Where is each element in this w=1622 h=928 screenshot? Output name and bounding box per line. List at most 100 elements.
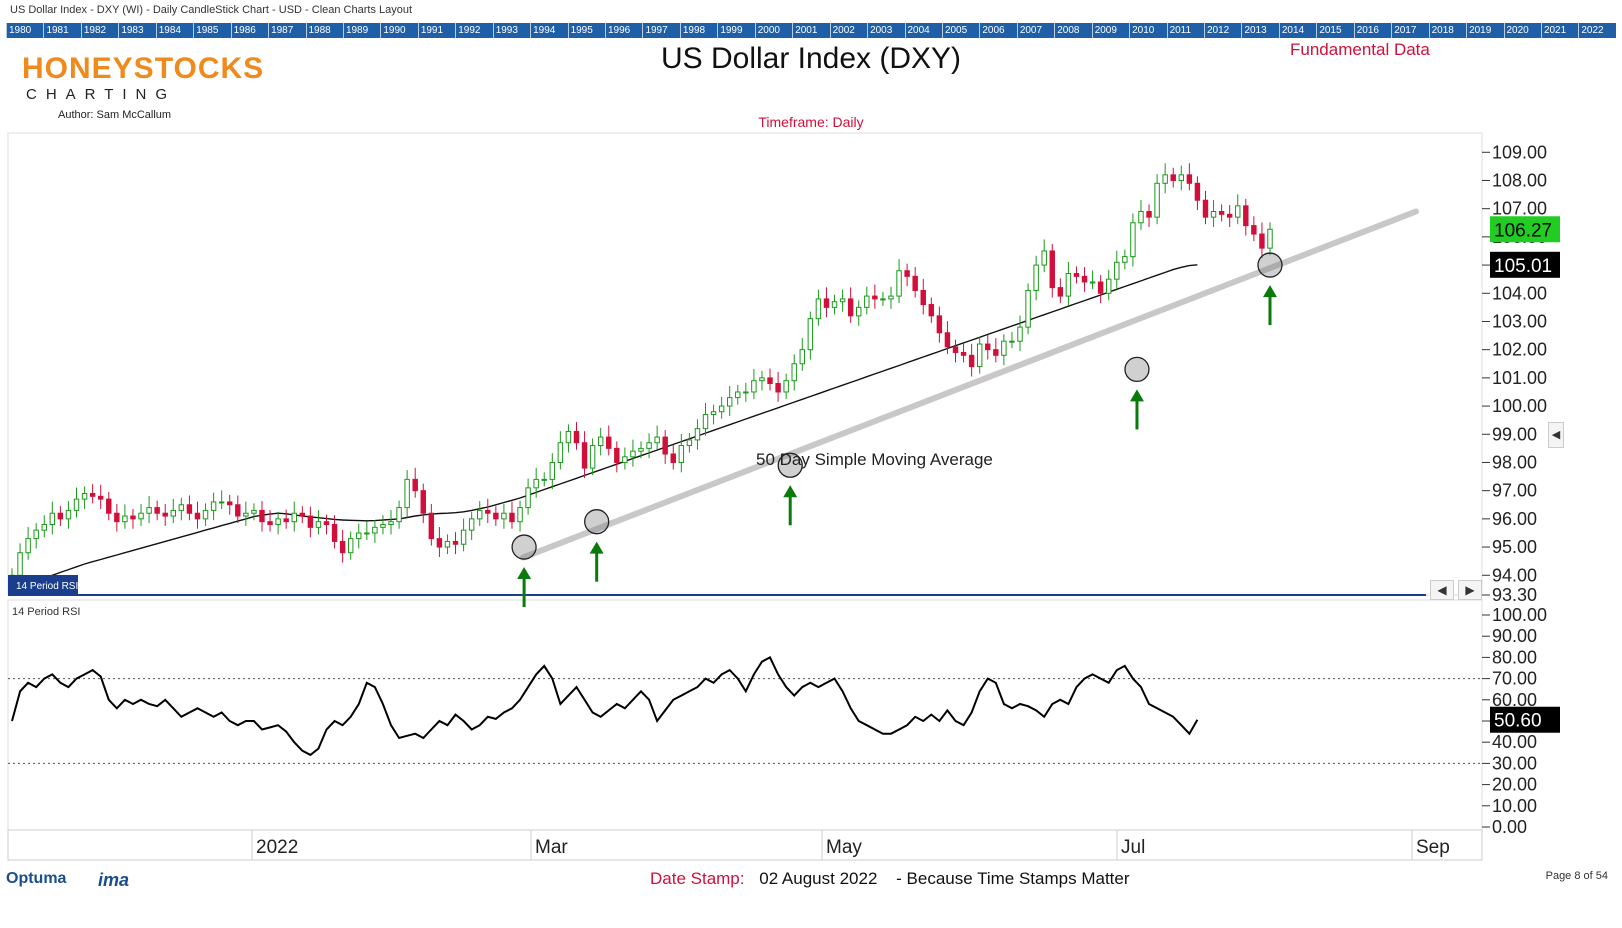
- year-tab[interactable]: 2009: [1091, 23, 1129, 38]
- year-tab[interactable]: 1991: [417, 23, 455, 38]
- year-tab[interactable]: 2012: [1204, 23, 1241, 38]
- price-candle: [541, 472, 547, 487]
- year-tab[interactable]: 2020: [1503, 23, 1541, 38]
- candle-body: [670, 453, 676, 463]
- candle-body: [952, 346, 959, 353]
- price-candle: [1106, 269, 1112, 301]
- year-tab[interactable]: 2000: [754, 23, 792, 38]
- year-tab[interactable]: 2010: [1129, 23, 1166, 38]
- candle-body: [517, 507, 523, 523]
- touch-circle: [777, 452, 803, 478]
- year-tab[interactable]: 1980: [6, 23, 43, 38]
- candle-body: [122, 515, 128, 523]
- candle-body: [565, 430, 572, 444]
- year-tab[interactable]: 1994: [530, 23, 567, 38]
- year-tab[interactable]: 1984: [155, 23, 193, 38]
- year-tab[interactable]: 1990: [380, 23, 417, 38]
- candle-body: [1202, 199, 1209, 218]
- candle-body: [533, 478, 539, 489]
- date-stamp-tagline: - Because Time Stamps Matter: [896, 869, 1130, 888]
- year-tab[interactable]: 1998: [679, 23, 717, 38]
- year-tab[interactable]: 1981: [43, 23, 80, 38]
- year-tab[interactable]: 2003: [867, 23, 904, 38]
- price-candle: [501, 503, 507, 529]
- price-candle: [154, 500, 160, 521]
- year-tab[interactable]: 2004: [904, 23, 942, 38]
- candle-body: [1226, 213, 1233, 218]
- price-candle: [65, 501, 72, 529]
- price-candle: [944, 321, 951, 354]
- candle-body: [735, 391, 741, 399]
- year-tab[interactable]: 2014: [1278, 23, 1316, 38]
- year-tab[interactable]: 2017: [1391, 23, 1428, 38]
- year-tab[interactable]: 1989: [342, 23, 380, 38]
- year-tab[interactable]: 2002: [829, 23, 867, 38]
- year-tab[interactable]: 2016: [1353, 23, 1391, 38]
- year-tab[interactable]: 2011: [1166, 23, 1204, 38]
- price-candle: [573, 422, 580, 450]
- price-candle: [388, 510, 394, 535]
- price-candle: [694, 419, 701, 450]
- year-tab[interactable]: 1999: [717, 23, 754, 38]
- candle-body: [1106, 278, 1112, 294]
- candle-body: [767, 377, 773, 385]
- year-tab[interactable]: 1982: [80, 23, 118, 38]
- price-candle: [202, 503, 209, 526]
- candle-body: [702, 414, 709, 430]
- price-candle: [1218, 204, 1225, 222]
- year-tab[interactable]: 1996: [605, 23, 642, 38]
- year-tab[interactable]: 2015: [1316, 23, 1353, 38]
- price-candle: [968, 343, 975, 377]
- candle-body: [1049, 250, 1055, 289]
- year-tab[interactable]: 1988: [305, 23, 343, 38]
- year-navigation-bar[interactable]: 1980 1981 1982 1983 1984 1985 1986 1987 1988 1989…: [6, 23, 1616, 38]
- year-tab[interactable]: 2021: [1540, 23, 1578, 38]
- candle-body: [928, 304, 935, 317]
- candle-body: [597, 436, 604, 447]
- year-tab[interactable]: 1992: [455, 23, 492, 38]
- price-candle: [420, 483, 426, 524]
- price-candle: [299, 506, 306, 524]
- scroll-left-button[interactable]: ◀: [1430, 580, 1454, 600]
- year-tab[interactable]: 1986: [230, 23, 268, 38]
- year-tab[interactable]: 2008: [1054, 23, 1091, 38]
- price-y-tick-label: 96.00: [1492, 509, 1537, 529]
- price-candle: [533, 467, 539, 498]
- rsi-y-tick-label: 20.00: [1492, 775, 1537, 795]
- candle-body: [638, 447, 644, 452]
- year-tab[interactable]: 2007: [1016, 23, 1054, 38]
- candle-body: [1267, 228, 1273, 249]
- scroll-right-button[interactable]: ▶: [1458, 580, 1482, 600]
- year-tab[interactable]: 2018: [1428, 23, 1466, 38]
- price-candle: [259, 501, 265, 532]
- candle-body: [267, 521, 273, 526]
- year-tab[interactable]: 1993: [492, 23, 530, 38]
- rsi-line: [11, 656, 1199, 757]
- side-panel-toggle[interactable]: ◀: [1548, 422, 1564, 448]
- year-tab[interactable]: 1987: [268, 23, 305, 38]
- candle-body: [493, 512, 499, 520]
- year-tab[interactable]: 2001: [792, 23, 829, 38]
- candle-body: [25, 538, 31, 554]
- fundamental-data-link[interactable]: Fundamental Data: [1290, 40, 1430, 59]
- year-tab[interactable]: 1985: [193, 23, 230, 38]
- window-title: US Dollar Index - DXY (WI) - Daily Candl…: [10, 4, 413, 16]
- year-tab[interactable]: 2013: [1241, 23, 1278, 38]
- candle-body: [347, 538, 354, 554]
- year-tab[interactable]: 1997: [642, 23, 679, 38]
- candle-body: [823, 298, 830, 308]
- price-candle: [839, 289, 846, 312]
- candle-body: [1138, 210, 1144, 224]
- price-candle: [606, 425, 612, 456]
- year-tab[interactable]: 2006: [979, 23, 1016, 38]
- candle-body: [41, 524, 47, 531]
- year-tab[interactable]: 2022: [1578, 23, 1615, 38]
- year-tab[interactable]: 2019: [1466, 23, 1503, 38]
- rsi-tab-label: 14 Period RSI: [16, 581, 78, 592]
- price-candle: [896, 259, 902, 304]
- price-y-tick-label: 107.00: [1492, 199, 1547, 219]
- price-candle: [364, 521, 370, 541]
- year-tab[interactable]: 1983: [118, 23, 155, 38]
- year-tab[interactable]: 1995: [567, 23, 605, 38]
- year-tab[interactable]: 2005: [941, 23, 979, 38]
